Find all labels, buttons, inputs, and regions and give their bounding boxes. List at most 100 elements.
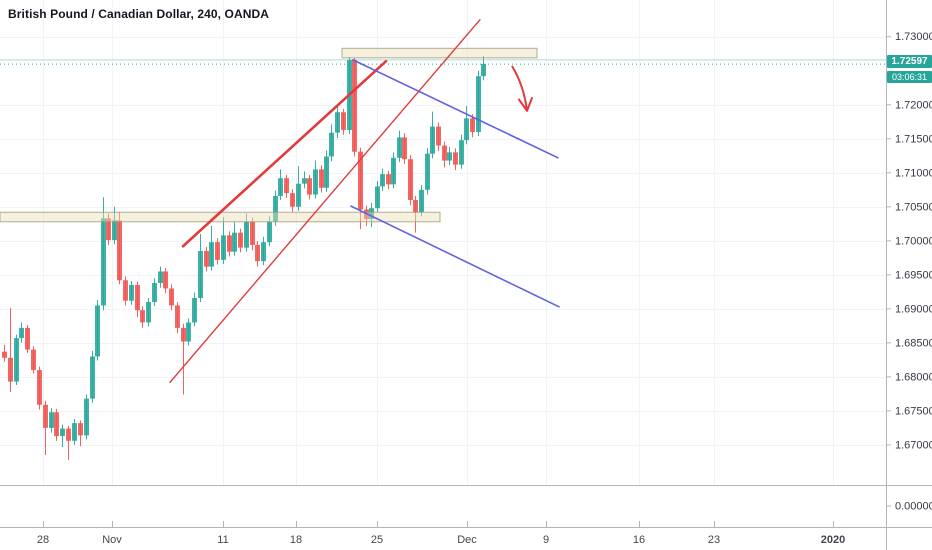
price-tick-label: 1.70000 — [895, 235, 932, 247]
candle-body — [313, 169, 318, 195]
candle-body — [261, 242, 266, 262]
candle-body — [255, 244, 260, 262]
candle-body — [267, 221, 272, 243]
candle-body — [436, 126, 441, 146]
candle-body — [37, 370, 42, 405]
candle-body — [464, 118, 469, 141]
price-tick-label: 1.67500 — [895, 405, 932, 417]
candle-body — [198, 251, 203, 298]
candle-body — [302, 178, 307, 184]
time-tick-label: 16 — [633, 534, 645, 546]
candle-body — [106, 218, 111, 241]
candle-body — [2, 351, 7, 358]
time-tick-label: 11 — [217, 534, 228, 546]
price-tick-label: 1.70500 — [895, 201, 932, 213]
price-tick-label: 1.73000 — [895, 31, 932, 43]
zero-price-label: 0.00000 — [895, 501, 932, 513]
candle-body — [72, 423, 77, 441]
candle-body — [402, 137, 407, 160]
time-tick-label: 9 — [543, 534, 549, 546]
price-tick-label: 1.69000 — [895, 303, 932, 315]
candle-body — [244, 221, 249, 248]
candle-body — [129, 285, 134, 301]
candle-body — [204, 251, 209, 267]
candle-body — [14, 338, 19, 382]
price-axis-panel[interactable] — [887, 0, 932, 550]
candle-body — [31, 349, 36, 371]
price-tick-label: 1.68500 — [895, 337, 932, 349]
candle-body — [324, 156, 329, 188]
candle-body — [447, 152, 452, 161]
candle-body — [369, 208, 374, 220]
candle-body — [152, 282, 157, 303]
candle-body — [123, 280, 128, 301]
symbol-title: British Pound / Canadian Dollar, 240, OA… — [8, 7, 270, 21]
candle-body — [25, 327, 30, 350]
candle-body — [453, 152, 458, 165]
candle-body — [307, 178, 312, 195]
candle-body — [209, 242, 214, 267]
time-tick-label: 28 — [37, 534, 49, 546]
time-tick-label: Nov — [102, 534, 122, 546]
candle-body — [341, 112, 346, 130]
down-arrow[interactable] — [511, 65, 528, 112]
time-tick-label: Dec — [457, 534, 477, 546]
candle-body — [112, 220, 117, 241]
candle-body — [181, 327, 186, 342]
candle-body — [329, 132, 334, 157]
candle-body — [43, 404, 48, 428]
candle-body — [408, 159, 413, 200]
candle-body — [175, 305, 180, 328]
candle-body — [227, 235, 232, 252]
candle-body — [158, 271, 163, 283]
candle-body — [117, 220, 122, 281]
candle-body — [66, 428, 71, 441]
time-tick-label: 25 — [371, 534, 383, 546]
candle-body — [60, 428, 65, 437]
candle-body — [101, 218, 106, 306]
time-tick-label: 18 — [290, 534, 302, 546]
candle-body — [335, 112, 340, 133]
candle-body — [192, 297, 197, 323]
price-tick-label: 1.71500 — [895, 133, 932, 145]
time-tick-label[interactable]: 2020 — [821, 534, 845, 546]
current-price-label: 1.72597 — [887, 55, 932, 68]
price-tick-label: 1.69500 — [895, 269, 932, 281]
candle-body — [358, 151, 363, 210]
candle-body — [163, 271, 168, 289]
ascending-channel-upper[interactable] — [181, 59, 388, 248]
candle-body — [419, 189, 424, 213]
candle-body — [8, 357, 13, 382]
candle-body — [290, 193, 295, 207]
candle-body — [146, 302, 151, 323]
candle-body — [442, 145, 447, 161]
candle-body — [380, 174, 385, 187]
candle-body — [391, 157, 396, 185]
candle-body — [140, 310, 145, 323]
ascending-channel-lower[interactable] — [169, 19, 481, 384]
candle-body — [352, 59, 357, 152]
candle-body — [221, 235, 226, 260]
descending-channel-upper[interactable] — [352, 59, 559, 159]
candle-body — [238, 232, 243, 248]
descending-channel-lower[interactable] — [350, 205, 560, 308]
price-tick-label: 1.71000 — [895, 167, 932, 179]
supply-zone-top[interactable] — [341, 47, 538, 59]
candle-body — [459, 140, 464, 165]
candle-body — [386, 174, 391, 185]
time-tick-label: 23 — [708, 534, 720, 546]
price-tick-label: 1.68000 — [895, 371, 932, 383]
candle-body — [481, 63, 486, 77]
candle-body — [135, 285, 140, 311]
candle-body — [397, 137, 402, 158]
candle-body — [278, 178, 283, 196]
candle-body — [19, 327, 24, 339]
candle-body — [49, 412, 54, 428]
candle-body — [54, 412, 59, 437]
candle-body — [375, 186, 380, 209]
candle-body — [476, 76, 481, 132]
candle-body — [470, 118, 475, 132]
candle-body — [232, 232, 237, 252]
